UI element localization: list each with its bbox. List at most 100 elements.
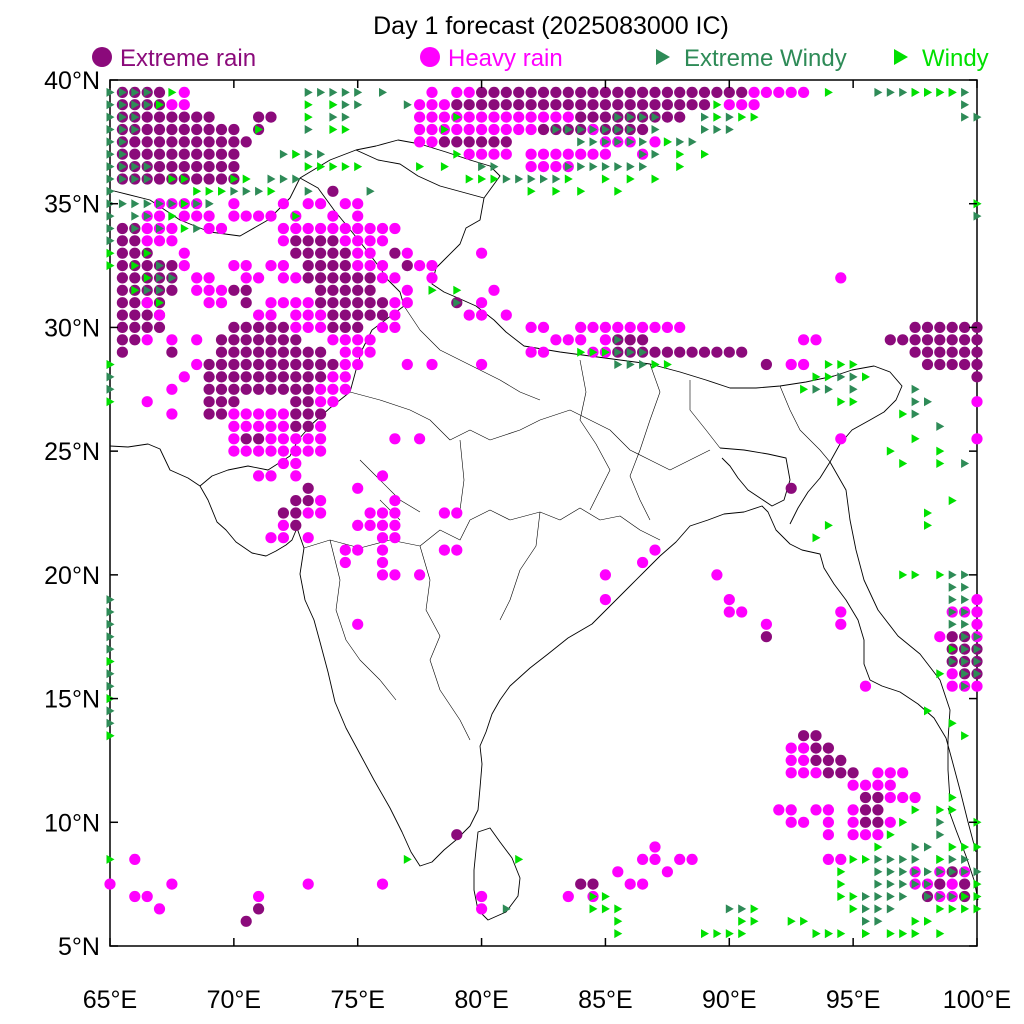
extreme-rain-point: [141, 260, 153, 272]
extreme-rain-point: [178, 111, 190, 123]
windy-point: [143, 248, 152, 258]
extreme-windy-point: [948, 582, 957, 592]
heavy-rain-point: [859, 829, 872, 841]
heavy-rain-point: [822, 829, 835, 841]
extreme-windy-point: [899, 854, 908, 864]
extreme-windy-point: [502, 904, 511, 914]
heavy-rain-point: [302, 507, 314, 519]
heavy-rain-point: [339, 556, 351, 569]
extreme-windy-point: [118, 87, 127, 97]
heavy-rain-point: [476, 148, 488, 160]
y-tick-label: 5°N: [58, 933, 100, 961]
heavy-rain-point: [178, 210, 190, 222]
heavy-rain-point: [649, 841, 661, 853]
extreme-windy-point: [614, 162, 623, 172]
extreme-rain-point: [327, 321, 339, 333]
heavy-rain-point: [562, 890, 574, 903]
extreme-rain-point: [228, 123, 240, 136]
windy-point: [329, 125, 338, 134]
heavy-rain-point: [228, 433, 240, 445]
heavy-rain-point: [426, 111, 438, 123]
extreme-windy-point: [106, 236, 115, 246]
heavy-rain-point: [302, 532, 314, 544]
extreme-rain-point: [327, 272, 339, 284]
heavy-rain-point: [476, 358, 488, 371]
windy-point: [614, 186, 623, 196]
windy-point: [601, 347, 610, 357]
heavy-rain-point: [339, 371, 351, 383]
heavy-rain-point: [884, 767, 896, 779]
extreme-rain-point: [575, 111, 587, 123]
extreme-windy-point: [874, 904, 883, 914]
heavy-rain-point: [376, 222, 389, 235]
heavy-rain-point: [364, 334, 376, 346]
extreme-windy-point: [948, 854, 957, 864]
heavy-rain-point: [277, 235, 289, 247]
windy-point: [589, 892, 598, 901]
windy-point: [862, 929, 870, 939]
heavy-rain-point: [884, 791, 896, 804]
extreme-windy-point: [961, 657, 970, 666]
windy-point: [862, 854, 870, 864]
windy-point: [948, 87, 957, 97]
heavy-rain-point: [500, 111, 512, 123]
heavy-rain-point: [191, 210, 203, 222]
heavy-rain-point: [253, 445, 265, 457]
extreme-rain-point: [637, 123, 649, 136]
windy-point: [936, 669, 945, 679]
extreme-rain-point: [253, 383, 265, 395]
heavy-rain-point: [290, 297, 302, 309]
heavy-rain-point: [463, 309, 475, 321]
extreme-windy-point: [701, 125, 709, 134]
heavy-rain-point: [352, 334, 364, 346]
extreme-windy-point: [849, 384, 858, 394]
extreme-rain-point: [352, 309, 364, 321]
heavy-rain-point: [414, 433, 426, 445]
extreme-rain-point: [253, 433, 265, 445]
heavy-rain-point: [228, 210, 240, 222]
heavy-rain-point: [488, 148, 500, 160]
plot-frame: [109, 79, 978, 947]
extreme-windy-point: [577, 162, 586, 172]
heavy-rain-point: [327, 371, 339, 383]
heavy-rain-point: [525, 111, 537, 123]
y-tick-label: 30°N: [44, 314, 100, 342]
extreme-rain-point: [129, 321, 141, 333]
extreme-rain-point: [141, 309, 153, 321]
heavy-rain-point: [302, 222, 314, 235]
heavy-rain-point: [599, 594, 612, 606]
heavy-rain-point: [426, 136, 438, 148]
extreme-rain-point: [550, 86, 562, 98]
extreme-rain-point: [166, 260, 178, 272]
windy-point: [837, 867, 846, 877]
extreme-rain-point: [240, 334, 252, 346]
extreme-rain-point: [240, 383, 252, 395]
extreme-rain-point: [624, 334, 636, 346]
heavy-rain-point: [414, 111, 426, 123]
heavy-rain-point: [897, 767, 909, 779]
heavy-rain-point: [401, 247, 413, 259]
extreme-rain-point: [711, 346, 723, 358]
extreme-rain-point: [698, 99, 711, 111]
extreme-rain-point: [228, 396, 240, 408]
extreme-rain-point: [116, 297, 128, 309]
windy-point: [936, 570, 945, 580]
extreme-rain-point: [587, 86, 599, 98]
heavy-rain-point: [315, 396, 327, 408]
heavy-rain-point: [277, 519, 289, 532]
windy-point: [738, 929, 747, 939]
extreme-rain-point: [723, 86, 735, 98]
heavy-rain-point: [315, 420, 327, 432]
heavy-rain-point: [575, 321, 587, 333]
heavy-rain-point: [649, 321, 661, 333]
heavy-rain-point: [327, 222, 339, 235]
extreme-rain-point: [463, 99, 475, 111]
extreme-windy-point: [639, 162, 648, 172]
heavy-rain-point: [265, 445, 277, 457]
windy-point: [824, 520, 833, 530]
extreme-windy-point: [824, 384, 833, 394]
extreme-rain-point: [290, 408, 302, 420]
extreme-rain-point: [859, 804, 872, 816]
map-title: Day 1 forecast (2025083000 IC): [373, 12, 729, 40]
heavy-rain-point: [451, 507, 463, 519]
